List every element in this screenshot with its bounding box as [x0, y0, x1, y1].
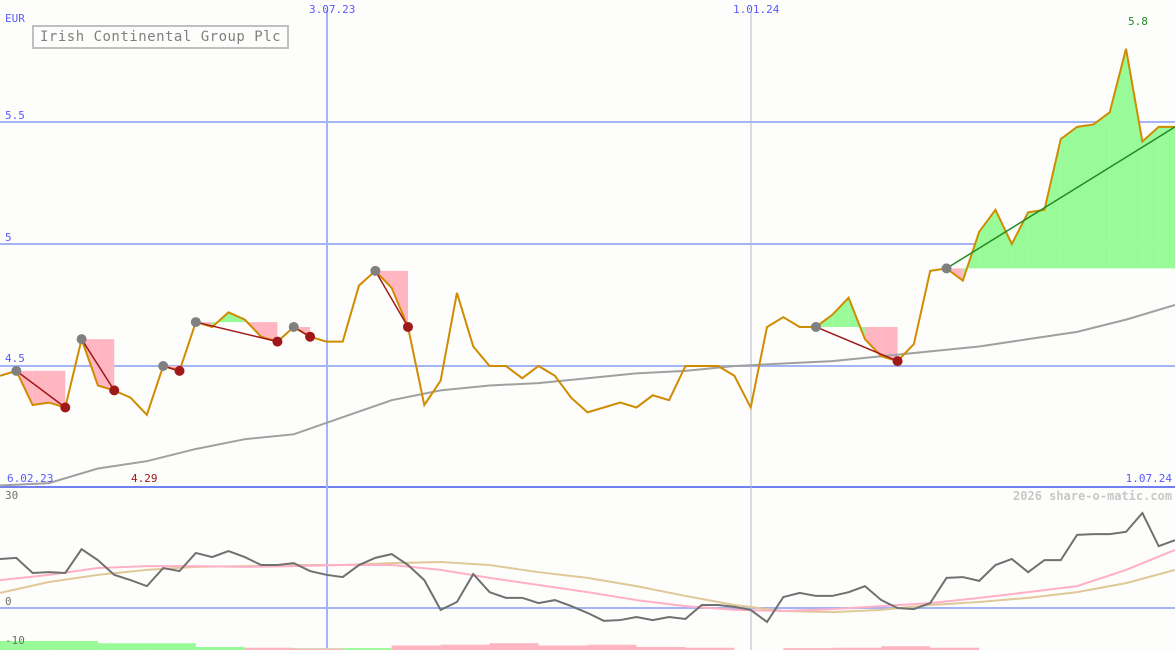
histogram-bar	[244, 647, 294, 650]
signal-line	[374, 270, 409, 328]
histogram-bar	[342, 648, 392, 650]
date-label-end: 1.07.24	[1125, 472, 1172, 485]
signal-fill	[1109, 48, 1127, 269]
sell-marker	[60, 402, 71, 413]
histogram-bar	[293, 648, 343, 650]
signal-fill	[1126, 48, 1143, 269]
signal-line	[80, 338, 115, 391]
sell-marker	[305, 331, 316, 342]
histogram-bar	[636, 646, 686, 650]
buy-marker	[158, 361, 169, 371]
histogram-bar	[48, 640, 98, 650]
date-label-start: 6.02.23	[7, 472, 54, 485]
signal-fill	[391, 270, 408, 327]
currency-label: EUR	[5, 12, 25, 25]
buy-marker	[288, 321, 299, 332]
date-label-jul23: 3.07.23	[309, 3, 356, 16]
signal-line	[15, 370, 66, 409]
signal-fill	[1077, 124, 1094, 269]
y-tick-5.5: 5.5	[5, 109, 25, 122]
osc-main-line	[0, 511, 1175, 624]
signal-fill	[32, 370, 49, 406]
histogram-bar	[881, 646, 931, 650]
signal-fill	[995, 209, 1012, 269]
histogram-bar	[440, 644, 490, 650]
signal-fill	[832, 297, 849, 327]
signal-fill	[1060, 126, 1078, 269]
signal-line	[195, 321, 278, 343]
histogram-bar	[391, 645, 441, 650]
buy-marker	[810, 321, 821, 332]
max-price-label: 5.8	[1128, 15, 1148, 28]
buy-marker	[76, 334, 87, 345]
signal-fill	[979, 209, 996, 269]
signal-fill	[1044, 139, 1061, 269]
osc-tick-0: 0	[5, 595, 12, 608]
osc-pink-line	[0, 549, 1175, 613]
signal-fill	[1158, 126, 1175, 269]
histogram-bar	[195, 646, 245, 650]
buy-marker	[190, 317, 201, 328]
signal-fill	[1028, 209, 1045, 269]
y-tick-4.5: 4.5	[5, 352, 25, 365]
sell-marker	[109, 385, 120, 396]
trend-line	[946, 126, 1175, 270]
histogram-bar	[832, 647, 882, 650]
histogram-bar	[538, 645, 588, 650]
y-tick-5: 5	[5, 231, 12, 244]
signal-fill	[1011, 212, 1029, 269]
signal-fill	[261, 322, 278, 342]
signal-line	[815, 326, 898, 362]
sell-marker	[174, 365, 185, 376]
osc-tick-30: 30	[5, 489, 19, 502]
signal-fill	[97, 339, 115, 391]
signal-fill	[864, 326, 882, 357]
signal-fill	[881, 326, 898, 362]
sell-marker	[272, 336, 283, 347]
histogram-bar	[587, 644, 637, 650]
signal-fill	[1093, 112, 1110, 269]
histogram-bar	[489, 643, 539, 650]
copyright: 2026 share-o-matic.com	[1013, 489, 1172, 503]
signal-fill	[1142, 126, 1159, 269]
histogram-bar	[783, 648, 833, 650]
histogram-bar	[0, 640, 49, 650]
osc-tick-minus10: -10	[5, 634, 25, 647]
histogram-bar	[685, 647, 735, 650]
sell-marker	[892, 356, 903, 367]
histogram-bar	[146, 643, 196, 650]
chart-title: Irish Continental Group Plc	[32, 25, 290, 49]
buy-marker	[370, 265, 381, 276]
date-label-jan24: 1.01.24	[733, 3, 780, 16]
histogram-bar	[930, 647, 980, 650]
sell-marker	[402, 321, 413, 332]
min-price-label: 4.29	[131, 472, 158, 485]
histogram-bar	[97, 643, 147, 650]
buy-marker	[11, 365, 22, 376]
moving-average-line	[0, 304, 1175, 487]
buy-marker	[941, 263, 952, 274]
